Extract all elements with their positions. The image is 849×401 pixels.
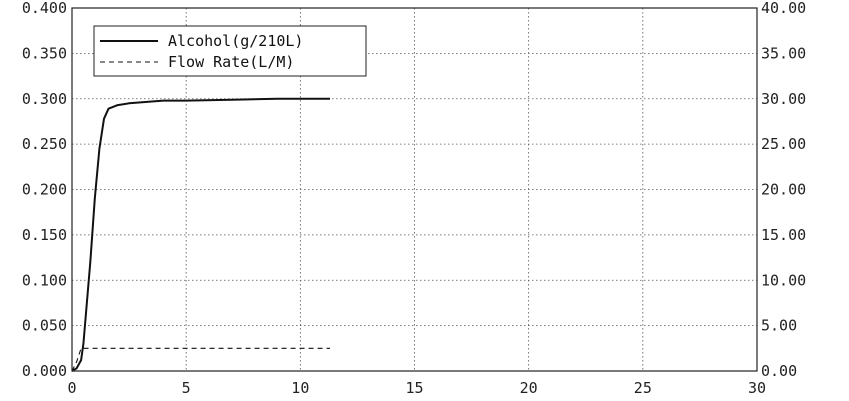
legend-box [93,25,367,77]
y-left-tick-label: 0.300 [22,90,67,108]
plot-frame [71,7,758,372]
x-tick-label: 20 [520,379,538,397]
x-tick-label: 25 [634,379,652,397]
x-tick-label: 10 [291,379,309,397]
legend-label-alcohol: Alcohol(g/210L) [168,32,303,50]
series-layer [71,97,330,372]
y-left-tick-label: 0.350 [22,44,67,62]
y-right-tick-label: 0.00 [761,362,797,380]
y-right-tick-label: 30.00 [761,90,806,108]
x-tick-label: 5 [182,379,191,397]
y-right-tick-label: 40.00 [761,0,806,17]
series-line-alcohol [71,97,330,372]
y-right-tick-label: 20.00 [761,181,806,199]
y-left-tick-label: 0.150 [22,226,67,244]
y-left-tick-label: 0.250 [22,135,67,153]
y-right-tick-label: 5.00 [761,317,797,335]
legend: Alcohol(g/210L) Flow Rate(L/M) [93,25,367,77]
x-tick-label: 15 [405,379,423,397]
y-left-tick-label: 0.400 [22,0,67,17]
x-tick-label: 0 [67,379,76,397]
y-right-tick-label: 10.00 [761,271,806,289]
y-right-tick-label: 35.00 [761,44,806,62]
x-tick-label: 30 [748,379,766,397]
y-left-tick-label: 0.000 [22,362,67,380]
y-left-tick-label: 0.200 [22,181,67,199]
ticks-layer: 0 5 10 15 20 25 30 0.000 0.050 0.100 0.150 0.200 0.2… [22,0,806,397]
legend-label-flow-rate: Flow Rate(L/M) [168,53,294,71]
y-right-tick-label: 15.00 [761,226,806,244]
series-line-flow-rate [71,347,330,372]
y-left-tick-label: 0.100 [22,271,67,289]
y-right-tick-label: 25.00 [761,135,806,153]
y-left-tick-label: 0.050 [22,317,67,335]
